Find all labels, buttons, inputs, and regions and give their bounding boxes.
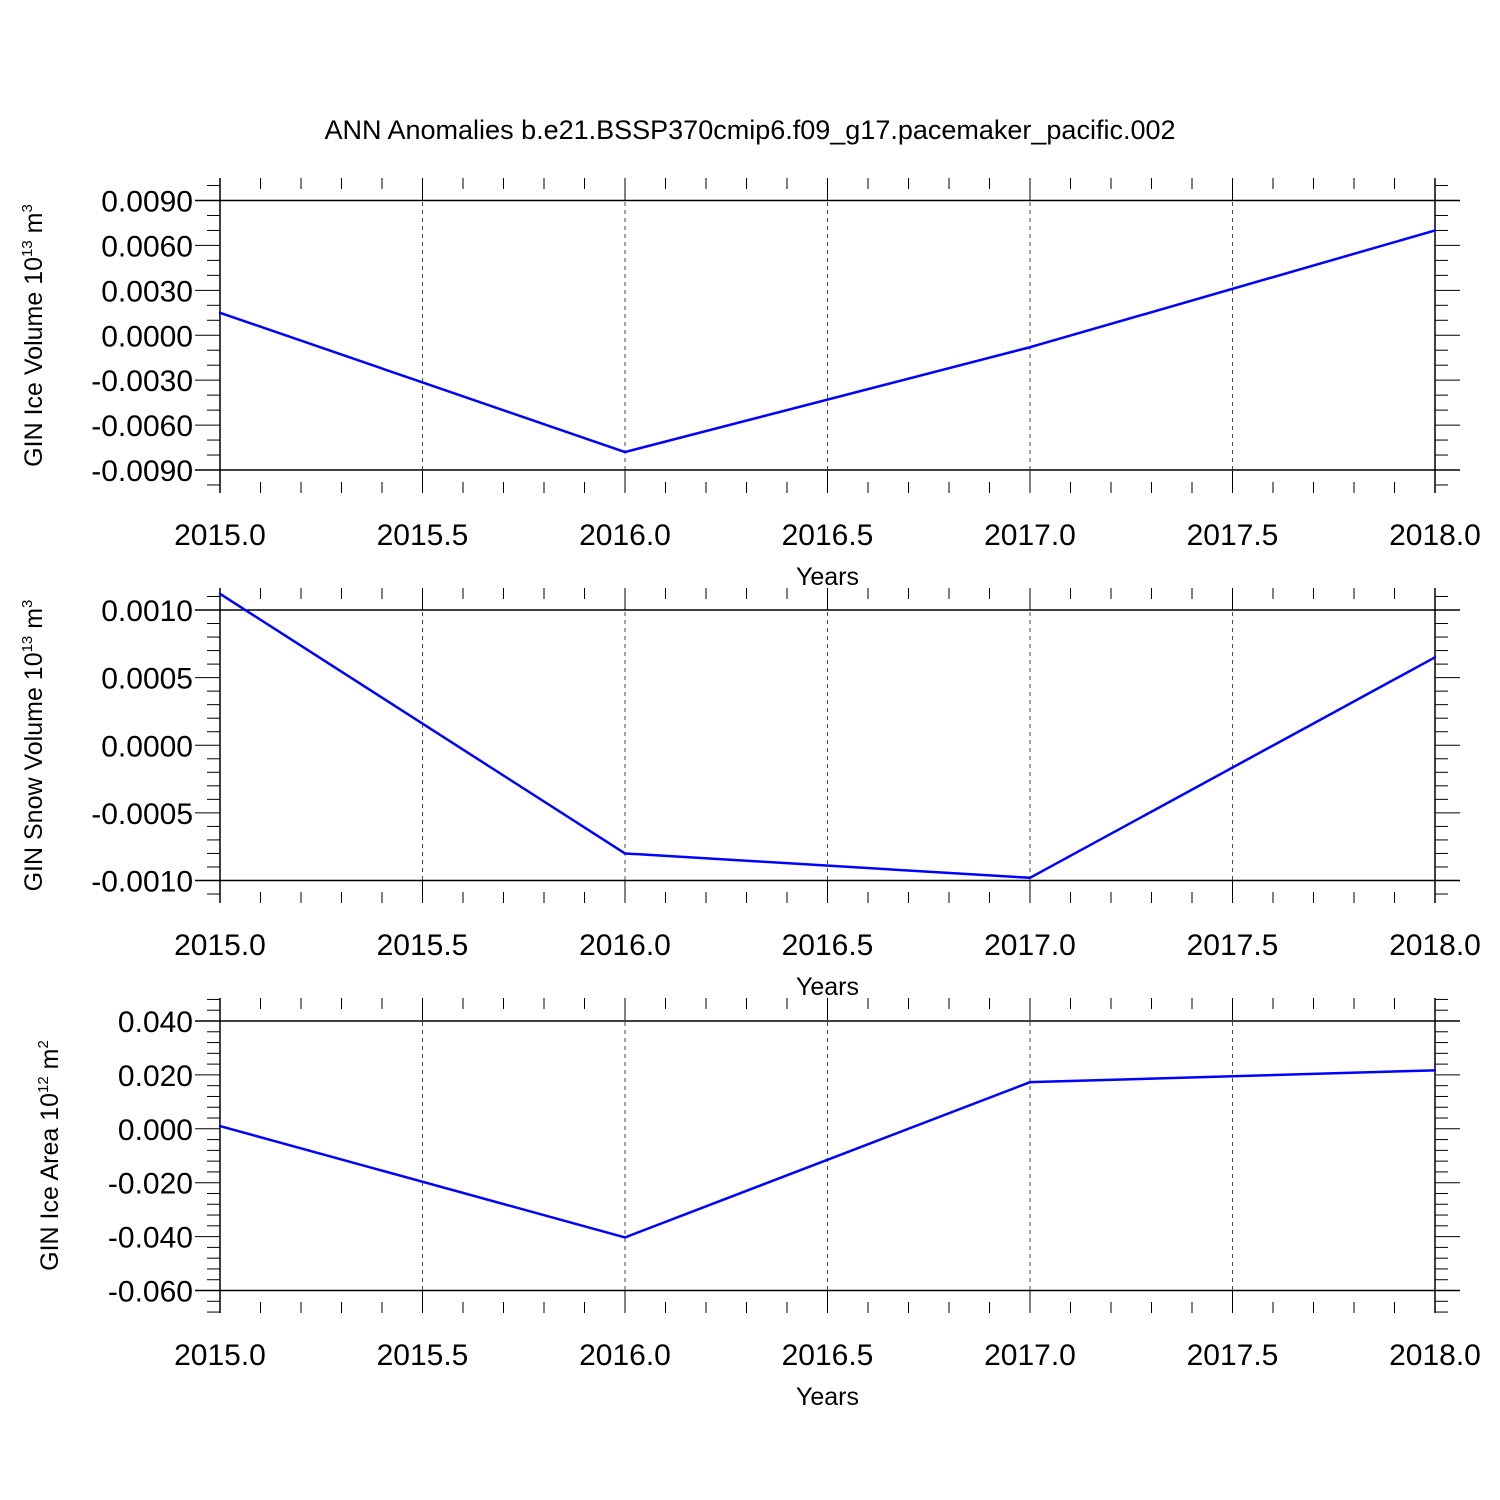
y-axis-label-part: m <box>36 1049 64 1077</box>
y-tick-label: 0.0000 <box>101 730 193 763</box>
x-tick-label: 2016.0 <box>579 1339 671 1372</box>
y-tick-label: 0.000 <box>118 1114 193 1147</box>
y-tick-label: 0.0000 <box>101 320 193 353</box>
data-point <box>623 450 627 454</box>
y-axis-label: GIN Ice Area 1012 m2 <box>35 1040 64 1271</box>
y-tick-label: 0.0030 <box>101 275 193 308</box>
x-tick-label: 2017.0 <box>984 929 1076 962</box>
y-tick-label: -0.0010 <box>91 866 193 899</box>
x-tick-label: 2016.0 <box>579 519 671 552</box>
series-line <box>219 1069 1436 1239</box>
x-tick-label: 2016.0 <box>579 929 671 962</box>
y-axis-label-part: 12 <box>35 1076 52 1093</box>
chart-title: ANN Anomalies b.e21.BSSP370cmip6.f09_g17… <box>324 115 1175 145</box>
data-point <box>1433 656 1437 659</box>
data-point <box>1028 1080 1032 1084</box>
y-axis-label-part: GIN Snow Volume 10 <box>20 652 48 891</box>
y-tick-label: 0.0090 <box>101 186 193 219</box>
y-axis-label-part: 2 <box>35 1040 52 1048</box>
y-axis-label: GIN Ice Volume 1013 m3 <box>19 204 48 467</box>
y-axis-label-part: m <box>20 213 48 241</box>
y-axis-label-part: 13 <box>19 636 36 653</box>
y-axis-label-part: GIN Ice Area 10 <box>36 1093 64 1271</box>
y-tick-label: 0.020 <box>118 1060 193 1093</box>
x-tick-label: 2018.0 <box>1389 929 1481 962</box>
x-tick-label: 2015.0 <box>174 1339 266 1372</box>
x-tick-label: 2015.5 <box>377 1339 469 1372</box>
data-point <box>1433 1069 1437 1072</box>
data-point <box>218 1124 222 1128</box>
x-axis-label: Years <box>796 1383 859 1411</box>
x-tick-label: 2015.5 <box>377 929 469 962</box>
data-point <box>1028 876 1032 879</box>
y-tick-label: -0.0030 <box>91 365 193 398</box>
x-tick-label: 2015.0 <box>174 519 266 552</box>
y-tick-label: 0.0005 <box>101 663 193 696</box>
x-tick-label: 2018.0 <box>1389 519 1481 552</box>
y-axis-label-part: GIN Ice Volume 10 <box>20 257 48 467</box>
data-point <box>623 1236 627 1239</box>
series-line <box>219 592 1436 880</box>
y-tick-label: -0.040 <box>108 1222 193 1255</box>
y-tick-label: 0.0060 <box>101 230 193 263</box>
x-tick-label: 2016.5 <box>782 519 874 552</box>
x-tick-label: 2017.0 <box>984 1339 1076 1372</box>
data-point <box>1433 229 1437 232</box>
y-axis-label-part: 3 <box>19 204 36 212</box>
x-tick-label: 2017.5 <box>1187 1339 1279 1372</box>
chart-panels: 2015.0 2015.5 2016.0 2016.5 2017.0 2017.5 2018… <box>19 178 1481 1411</box>
x-tick-label: 2017.5 <box>1187 929 1279 962</box>
x-axis-label: Years <box>796 563 859 591</box>
data-point <box>1028 346 1032 349</box>
x-tick-label: 2016.5 <box>782 929 874 962</box>
x-axis-label: Years <box>796 973 859 1001</box>
y-tick-label: -0.0060 <box>91 410 193 443</box>
y-tick-label: -0.0005 <box>91 798 193 831</box>
y-axis-label-part: 3 <box>19 600 36 608</box>
chart-panel-2: 2015.0 2015.5 2016.0 2016.5 2017.0 2017.5 2018… <box>19 588 1481 1001</box>
y-tick-label: -0.020 <box>108 1168 193 1201</box>
series-line <box>219 229 1436 454</box>
x-tick-label: 2017.0 <box>984 519 1076 552</box>
data-point <box>623 852 627 855</box>
y-tick-label: -0.0090 <box>91 455 193 488</box>
data-point <box>218 592 222 595</box>
y-tick-label: -0.060 <box>108 1276 193 1309</box>
y-tick-label: 0.040 <box>118 1006 193 1039</box>
y-tick-label: 0.0010 <box>101 595 193 628</box>
y-axis-label-part: 13 <box>19 240 36 257</box>
x-tick-label: 2015.0 <box>174 929 266 962</box>
x-tick-label: 2017.5 <box>1187 519 1279 552</box>
y-axis-label: GIN Snow Volume 1013 m3 <box>19 600 48 892</box>
x-tick-label: 2016.5 <box>782 1339 874 1372</box>
y-axis-label-part: m <box>20 608 48 636</box>
chart-panel-1: 2015.0 2015.5 2016.0 2016.5 2017.0 2017.5 2018… <box>19 178 1481 591</box>
data-point <box>218 311 222 314</box>
x-tick-label: 2015.5 <box>377 519 469 552</box>
x-tick-label: 2018.0 <box>1389 1339 1481 1372</box>
chart-panel-3: 2015.0 2015.5 2016.0 2016.5 2017.0 2017.5 2018… <box>35 998 1481 1411</box>
